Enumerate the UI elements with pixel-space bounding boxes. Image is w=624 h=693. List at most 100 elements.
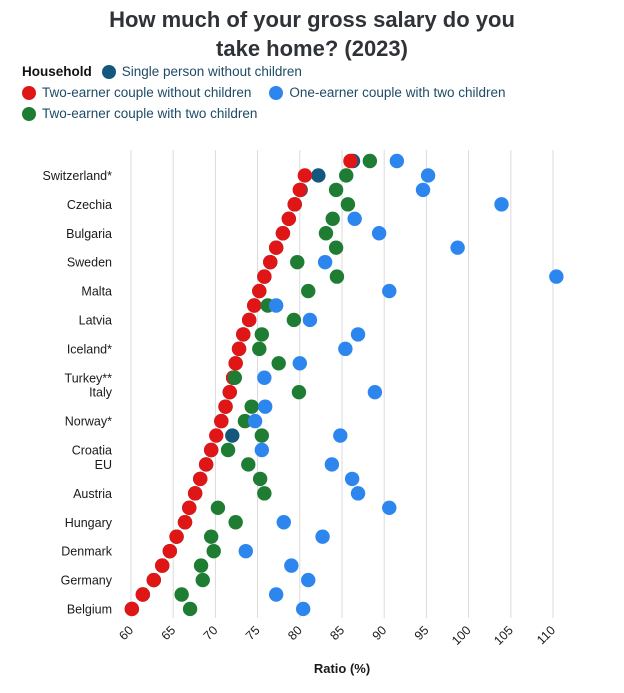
dot-one_earner_two_children[interactable] [301,572,316,588]
dot-one_earner_two_children[interactable] [420,168,436,183]
dot-two_earner_no_children[interactable] [241,312,257,328]
dot-two_earner_no_children[interactable] [177,515,193,530]
dot-two_earner_two_children[interactable] [291,385,307,400]
dot-two_earner_two_children[interactable] [286,312,302,328]
dot-two_earner_two_children[interactable] [328,182,344,198]
dot-two_earner_two_children[interactable] [290,254,305,270]
dot-two_earner_no_children[interactable] [275,226,291,241]
dot-two_earner_two_children[interactable] [182,601,198,617]
dot-one_earner_two_children[interactable] [350,486,366,501]
dot-one_earner_two_children[interactable] [415,182,431,198]
dot-two_earner_no_children[interactable] [252,283,267,299]
dot-one_earner_two_children[interactable] [292,356,307,371]
dot-two_earner_two_children[interactable] [195,572,210,588]
dot-two_earner_no_children[interactable] [236,327,251,342]
dot-two_earner_no_children[interactable] [257,269,272,284]
dot-one_earner_two_children[interactable] [317,254,333,270]
dot-one_earner_two_children[interactable] [367,385,383,400]
dot-one_earner_two_children[interactable] [350,327,366,342]
dot-two_earner_no_children[interactable] [169,529,184,544]
dot-one_earner_two_children[interactable] [324,457,340,472]
dot-one_earner_two_children[interactable] [549,269,564,284]
dot-two_earner_two_children[interactable] [206,543,221,559]
dot-two_earner_no_children[interactable] [247,298,262,313]
dot-two_earner_two_children[interactable] [271,356,286,371]
dot-one_earner_two_children[interactable] [494,197,509,212]
dot-two_earner_two_children[interactable] [254,327,270,342]
dot-two_earner_two_children[interactable] [340,197,356,212]
dot-one_earner_two_children[interactable] [276,515,291,530]
dot-two_earner_no_children[interactable] [146,572,161,588]
dot-one_earner_two_children[interactable] [371,226,387,241]
dot-two_earner_two_children[interactable] [257,486,272,501]
dot-two_earner_two_children[interactable] [301,283,316,299]
dot-two_earner_two_children[interactable] [339,168,354,183]
dot-one_earner_two_children[interactable] [257,370,272,385]
dot-two_earner_no_children[interactable] [268,240,284,255]
dot-single_person[interactable] [311,168,326,183]
dot-two_earner_no_children[interactable] [209,428,224,443]
dot-two_earner_two_children[interactable] [220,442,236,458]
dot-two_earner_no_children[interactable] [297,168,313,183]
dot-two_earner_no_children[interactable] [182,500,197,515]
dot-two_earner_no_children[interactable] [187,486,203,501]
dot-two_earner_two_children[interactable] [252,341,267,357]
dot-one_earner_two_children[interactable] [284,558,299,573]
dot-one_earner_two_children[interactable] [268,587,284,602]
dot-single_person[interactable] [225,428,240,443]
dot-two_earner_no_children[interactable] [228,356,243,371]
dot-one_earner_two_children[interactable] [382,283,397,299]
dot-two_earner_two_children[interactable] [227,370,243,385]
dot-two_earner_two_children[interactable] [237,413,253,429]
dot-two_earner_two_children[interactable] [193,558,209,573]
dot-two_earner_no_children[interactable] [198,457,214,472]
dot-one_earner_two_children[interactable] [315,529,330,544]
dot-two_earner_no_children[interactable] [292,182,307,198]
dot-two_earner_two_children[interactable] [329,269,345,284]
dot-one_earner_two_children[interactable] [295,601,311,617]
dot-one_earner_two_children[interactable] [254,442,270,458]
dot-two_earner_no_children[interactable] [193,471,208,487]
dot-two_earner_two_children[interactable] [318,226,334,241]
dot-two_earner_no_children[interactable] [218,399,233,414]
dot-two_earner_two_children[interactable] [228,515,243,530]
dot-two_earner_two_children[interactable] [328,240,344,255]
legend-item-two-earner-two-children[interactable]: Two-earner couple with two children [22,106,257,121]
dot-two_earner_no_children[interactable] [281,211,297,226]
dot-two_earner_no_children[interactable] [231,341,247,357]
dot-two_earner_no_children[interactable] [343,153,358,169]
legend-item-single-person[interactable]: Single person without children [101,64,302,79]
dot-two_earner_two_children[interactable] [325,211,340,226]
dot-two_earner_no_children[interactable] [155,558,170,573]
dot-one_earner_two_children[interactable] [268,298,284,313]
dot-one_earner_two_children[interactable] [344,471,360,487]
dot-two_earner_no_children[interactable] [162,543,178,559]
dot-one_earner_two_children[interactable] [382,500,397,515]
dot-two_earner_two_children[interactable] [174,587,189,602]
dot-two_earner_no_children[interactable] [203,442,219,458]
dot-two_earner_no_children[interactable] [222,385,237,400]
dot-one_earner_two_children[interactable] [347,211,362,226]
dot-one_earner_two_children[interactable] [338,341,353,357]
legend-item-one-earner-two-children[interactable]: One-earner couple with two children [269,85,506,100]
dot-two_earner_two_children[interactable] [241,457,256,472]
dot-one_earner_two_children[interactable] [238,543,253,559]
dot-two_earner_two_children[interactable] [210,500,226,515]
dot-one_earner_two_children[interactable] [247,413,263,429]
dot-two_earner_no_children[interactable] [214,413,229,429]
dot-two_earner_two_children[interactable] [252,471,268,487]
legend-item-two-earner-no-children[interactable]: Two-earner couple without children [22,85,251,100]
dot-one_earner_two_children[interactable] [257,399,273,414]
dot-one_earner_two_children[interactable] [333,428,348,443]
dot-one_earner_two_children[interactable] [450,240,465,255]
dot-one_earner_two_children[interactable] [389,153,405,169]
dot-two_earner_no_children[interactable] [263,254,278,270]
dot-two_earner_two_children[interactable] [244,399,259,414]
dot-two_earner_two_children[interactable] [362,153,378,169]
dot-two_earner_no_children[interactable] [124,601,140,617]
dot-two_earner_two_children[interactable] [203,529,219,544]
dot-two_earner_no_children[interactable] [287,197,302,212]
dot-two_earner_two_children[interactable] [254,428,270,443]
dot-two_earner_no_children[interactable] [135,587,151,602]
dot-one_earner_two_children[interactable] [302,312,318,328]
